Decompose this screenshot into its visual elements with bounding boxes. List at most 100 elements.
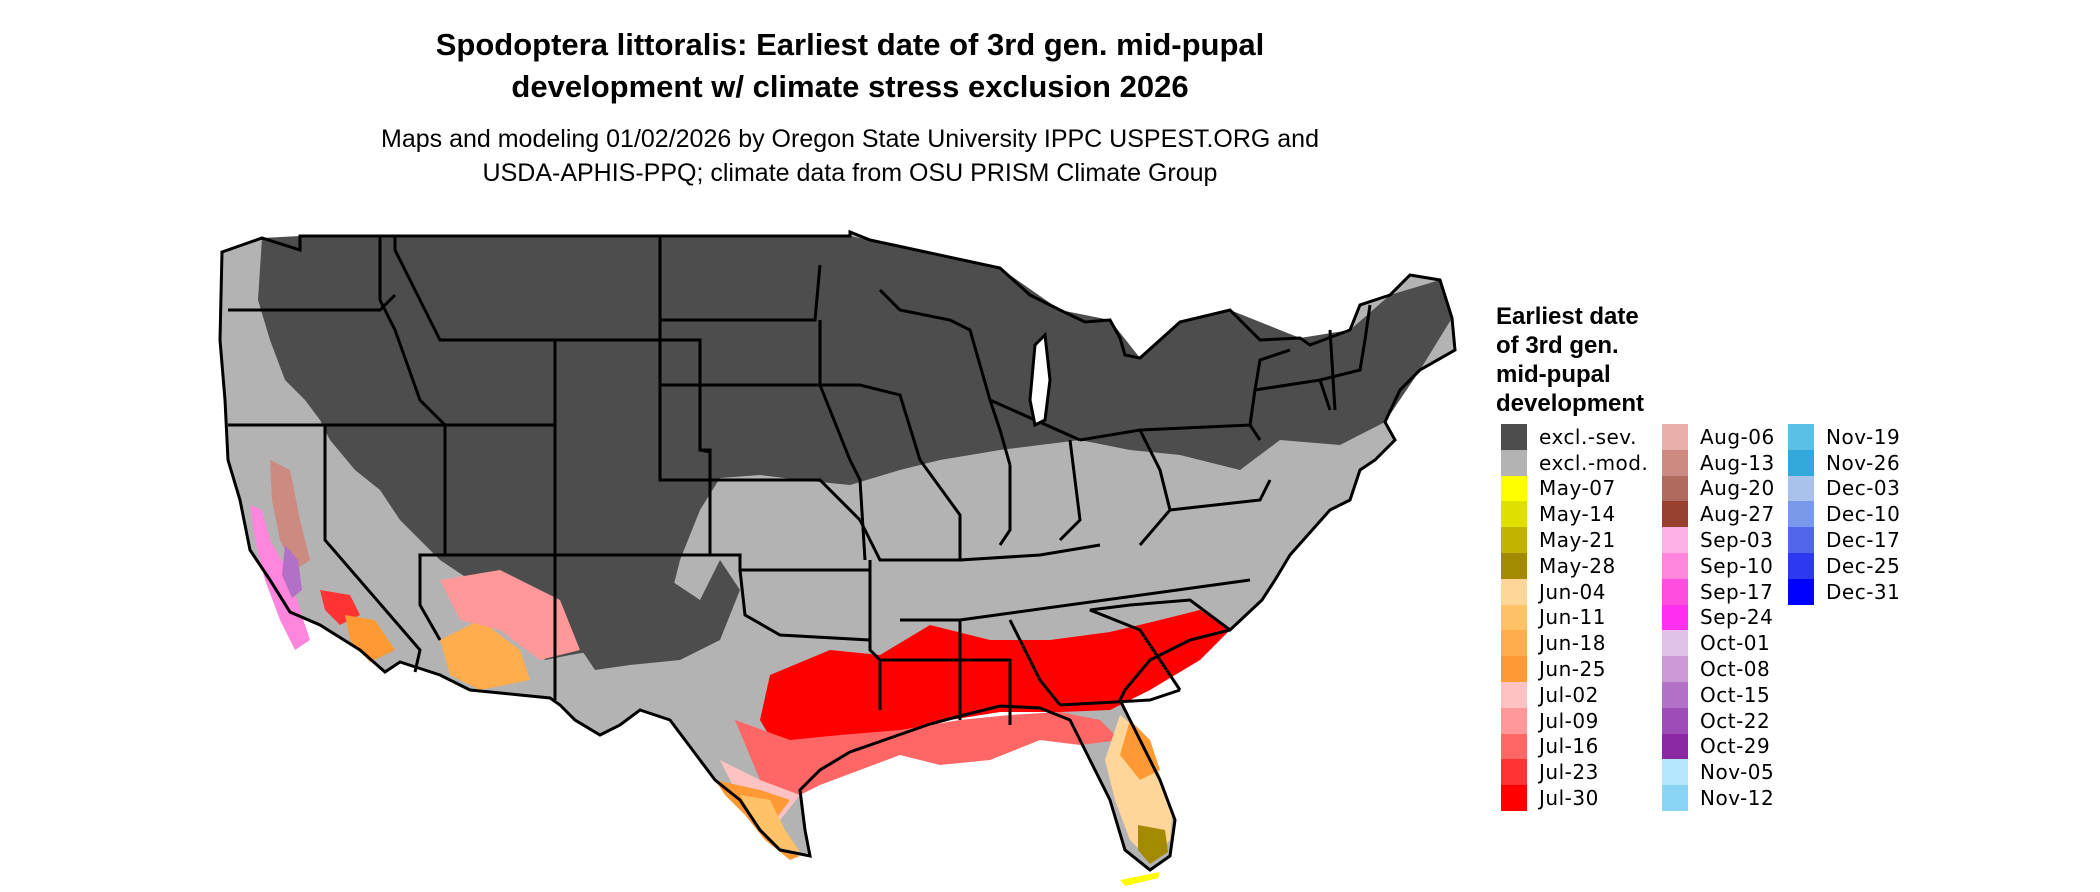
legend-item: Jul-09: [1501, 707, 1648, 734]
legend-swatch: [1788, 449, 1814, 476]
southwest-jul-09: [440, 570, 580, 660]
legend-item: Aug-06: [1662, 424, 1775, 450]
socal-jun-25: [345, 615, 395, 662]
florida-keys-may-07: [1120, 872, 1160, 886]
legend-item: Oct-08: [1662, 656, 1775, 682]
legend-item: excl.-mod.: [1501, 449, 1649, 476]
legend-item: Sep-17: [1662, 578, 1775, 605]
legend-swatch: [1662, 424, 1688, 450]
legend-swatch: [1788, 475, 1814, 502]
legend-item: Oct-22: [1662, 707, 1775, 734]
legend-column-2: Aug-06 Aug-13 Aug-20 Aug-27 Sep-03 Sep-10 Sep-…: [1662, 424, 1775, 811]
legend-swatch: [1501, 707, 1527, 734]
legend-label: May-07: [1539, 476, 1616, 501]
legend-swatch: [1501, 552, 1527, 579]
state-boundaries: [228, 236, 1372, 725]
legend-label: Aug-06: [1700, 424, 1775, 449]
legend-label: Dec-10: [1826, 502, 1901, 527]
arizona-jun-18: [440, 620, 530, 690]
legend-item: Nov-12: [1662, 785, 1775, 811]
legend-item: Jul-02: [1501, 681, 1648, 708]
legend-swatch: [1662, 630, 1688, 657]
legend-swatch: [1788, 501, 1814, 528]
map-subtitle-line-1: Maps and modeling 01/02/2026 by Oregon S…: [381, 125, 1319, 153]
legend-label: Aug-27: [1700, 502, 1775, 527]
legend-swatch: [1662, 681, 1688, 708]
legend-swatch: [1501, 449, 1527, 476]
legend-item: Jun-18: [1501, 630, 1648, 657]
legend-item: excl.-sev.: [1501, 424, 1648, 450]
legend-label: excl.-sev.: [1539, 424, 1637, 449]
legend-item: Oct-29: [1662, 733, 1775, 760]
legend-title-line-4: development: [1496, 390, 1645, 417]
map-title: Spodoptera littoralis: Earliest date of …: [300, 24, 1400, 108]
legend-item: Sep-03: [1662, 527, 1775, 553]
legend-label: Nov-26: [1826, 450, 1901, 475]
legend-swatch: [1662, 501, 1688, 528]
legend-swatch: [1501, 527, 1527, 553]
legend-swatch: [1662, 733, 1688, 760]
legend-swatch: [1662, 604, 1688, 631]
legend-item: Nov-19: [1788, 424, 1900, 450]
legend-swatch: [1788, 424, 1814, 450]
legend-swatch: [1501, 424, 1527, 450]
legend-item: Jul-23: [1501, 759, 1648, 786]
legend-swatch: [1501, 630, 1527, 657]
legend-label: Sep-10: [1700, 553, 1774, 578]
legend-swatch: [1501, 785, 1527, 811]
southeast-jul-30-belt: [760, 610, 1230, 770]
legend-swatch: [1662, 552, 1688, 579]
legend-swatch: [1501, 475, 1527, 502]
legend-label: May-14: [1539, 502, 1616, 527]
legend-label: Dec-31: [1826, 579, 1901, 604]
florida-may-28: [1138, 825, 1168, 864]
legend-item: Nov-26: [1788, 449, 1901, 476]
legend-swatch: [1501, 733, 1527, 760]
legend-item: Dec-03: [1788, 475, 1901, 502]
legend-column-3: Nov-19 Nov-26 Dec-03 Dec-10 Dec-17 Dec-25 Dec-…: [1788, 424, 1900, 605]
legend-swatch: [1788, 527, 1814, 553]
legend-label: Nov-05: [1700, 760, 1775, 785]
legend-item: Nov-05: [1662, 759, 1775, 786]
legend-item: Sep-10: [1662, 552, 1775, 579]
legend-swatch: [1788, 552, 1814, 579]
map-subtitle: Maps and modeling 01/02/2026 by Oregon S…: [250, 122, 1450, 190]
legend-item: Jul-16: [1501, 733, 1648, 760]
legend-label: Jun-11: [1539, 605, 1606, 630]
legend-label: May-28: [1539, 553, 1616, 578]
legend-swatch: [1788, 578, 1814, 605]
legend-item: Oct-01: [1662, 630, 1775, 657]
map-title-line-1: Spodoptera littoralis: Earliest date of …: [435, 27, 1265, 62]
legend-swatch: [1662, 785, 1688, 811]
florida-jun-25: [1120, 720, 1160, 780]
california-oct-15: [282, 545, 302, 598]
legend-swatch: [1501, 578, 1527, 605]
legend-item: May-21: [1501, 527, 1648, 553]
legend-item: Jun-11: [1501, 604, 1648, 631]
legend-swatch: [1662, 475, 1688, 502]
legend-label: excl.-mod.: [1539, 450, 1649, 475]
legend-label: Oct-01: [1700, 631, 1771, 656]
texas-severe-patch: [560, 560, 740, 670]
legend-label: Jul-16: [1539, 734, 1599, 759]
legend-label: Oct-08: [1700, 657, 1771, 682]
legend-swatch: [1662, 449, 1688, 476]
legend-swatch: [1501, 681, 1527, 708]
legend-label: Jun-18: [1539, 631, 1606, 656]
legend-item: Jun-04: [1501, 578, 1648, 605]
legend-swatch: [1662, 656, 1688, 682]
conus-outline: [218, 229, 1457, 872]
map-subtitle-line-2: USDA-APHIS-PPQ; climate data from OSU PR…: [482, 159, 1218, 187]
legend-label: Jun-04: [1539, 579, 1606, 604]
texas-jun-11-coast: [740, 795, 800, 852]
california-aug-13: [270, 460, 310, 570]
legend-label: Dec-03: [1826, 476, 1901, 501]
map-title-line-2: development w/ climate stress exclusion …: [511, 69, 1189, 104]
legend-label: Jul-30: [1539, 786, 1599, 811]
legend-label: Oct-29: [1700, 734, 1771, 759]
legend-column-1: excl.-sev. excl.-mod. May-07 May-14 May-21 Ma…: [1501, 424, 1648, 811]
legend-label: Dec-25: [1826, 553, 1901, 578]
legend-title-line-2: of 3rd gen.: [1496, 332, 1619, 359]
legend-item: Dec-31: [1788, 578, 1901, 605]
